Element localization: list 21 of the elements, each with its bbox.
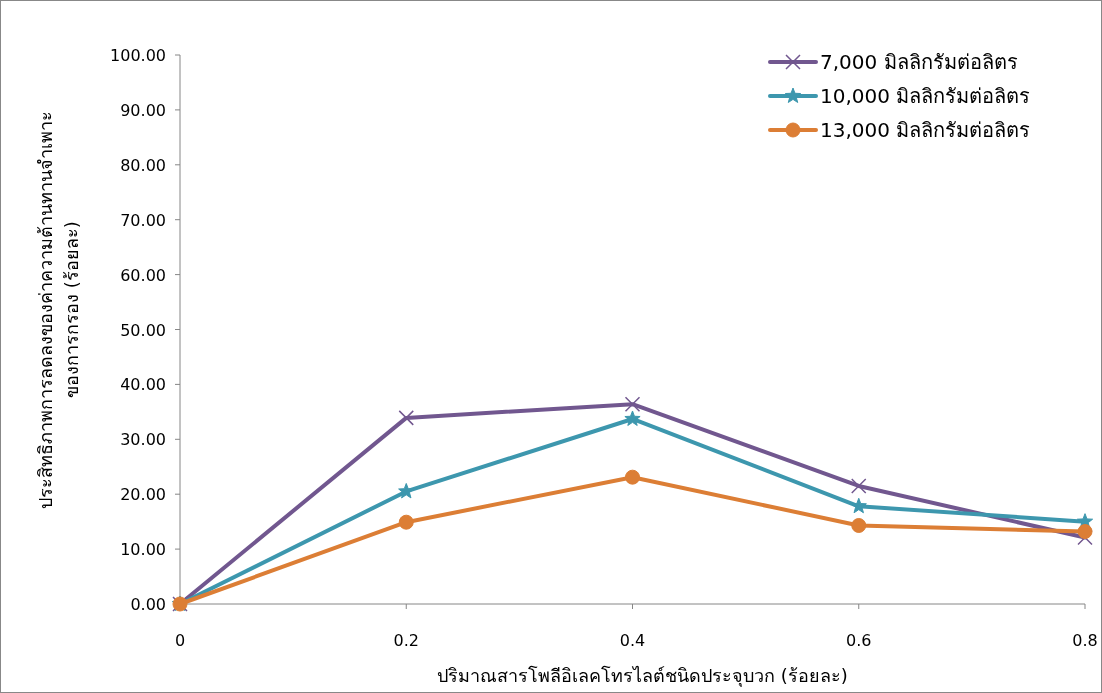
y-tick-label: 40.00 xyxy=(120,375,166,395)
x-tick-label: 0.8 xyxy=(1072,631,1098,650)
y-tick-label: 30.00 xyxy=(120,430,166,450)
y-tick-label: 10.00 xyxy=(120,540,166,560)
x-tick-label: 0 xyxy=(174,631,186,650)
x-tick-label: 0.6 xyxy=(846,631,872,650)
legend-label: 10,000 มิลลิกรัมต่อลิตร xyxy=(820,84,1031,108)
x-tick-label: 0.2 xyxy=(393,631,419,650)
y-tick-label: 60.00 xyxy=(120,265,166,285)
y-tick-label: 80.00 xyxy=(120,155,166,175)
y-axis-title: ประสิทธิภาพการลดลงของค่าความต้านทานจำเพาะ ของการกรอง (ร้อยละ) xyxy=(35,110,82,509)
y-tick-label: 50.00 xyxy=(120,320,166,340)
legend-label: 7,000 มิลลิกรัมต่อลิตร xyxy=(820,50,1018,74)
y-tick-label: 90.00 xyxy=(120,100,166,120)
y-tick-label: 100.00 xyxy=(110,46,166,65)
x-axis-title: ปริมาณสารโพลีอิเลคโทรไลต์ชนิดประจุบวก (ร้อยละ) xyxy=(437,665,848,687)
y-tick-label: 70.00 xyxy=(120,210,166,230)
y-tick-label: 0.00 xyxy=(130,595,166,614)
y-tick-label: 20.00 xyxy=(120,485,166,505)
legend-label: 13,000 มิลลิกรัมต่อลิตร xyxy=(820,118,1031,142)
x-tick-label: 0.4 xyxy=(619,631,646,650)
